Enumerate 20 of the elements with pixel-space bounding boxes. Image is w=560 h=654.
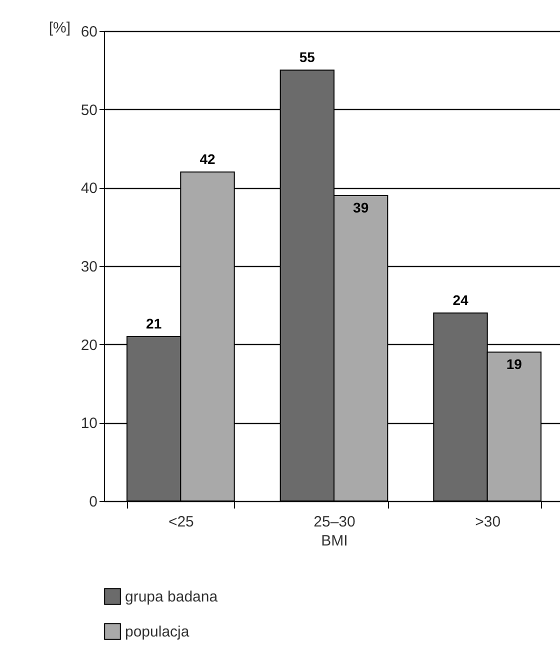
x-tick-label: <25	[168, 514, 194, 530]
y-tick-label: 10	[80, 415, 98, 432]
data-label: 55	[299, 49, 316, 66]
x-axis-title: BMI	[321, 532, 348, 550]
legend-label: grupa badana	[125, 588, 218, 606]
y-tick-label: 50	[80, 102, 98, 119]
x-tick-label: >30	[475, 514, 501, 530]
y-axis-title: [%]	[48, 20, 70, 36]
y-tick-label: 0	[89, 494, 98, 510]
y-tick-label: 40	[80, 180, 98, 198]
y-tick-label: 20	[80, 336, 98, 354]
y-tick-label: 60	[80, 24, 98, 40]
data-label: 21	[146, 316, 162, 332]
data-label: 19	[506, 356, 522, 372]
y-tick-label: 30	[80, 258, 98, 276]
data-label: 42	[200, 151, 216, 167]
data-label: 39	[353, 200, 369, 216]
legend-label: populacja	[125, 624, 190, 640]
x-tick-label: 25–30	[314, 514, 356, 530]
data-label: 24	[452, 292, 468, 308]
